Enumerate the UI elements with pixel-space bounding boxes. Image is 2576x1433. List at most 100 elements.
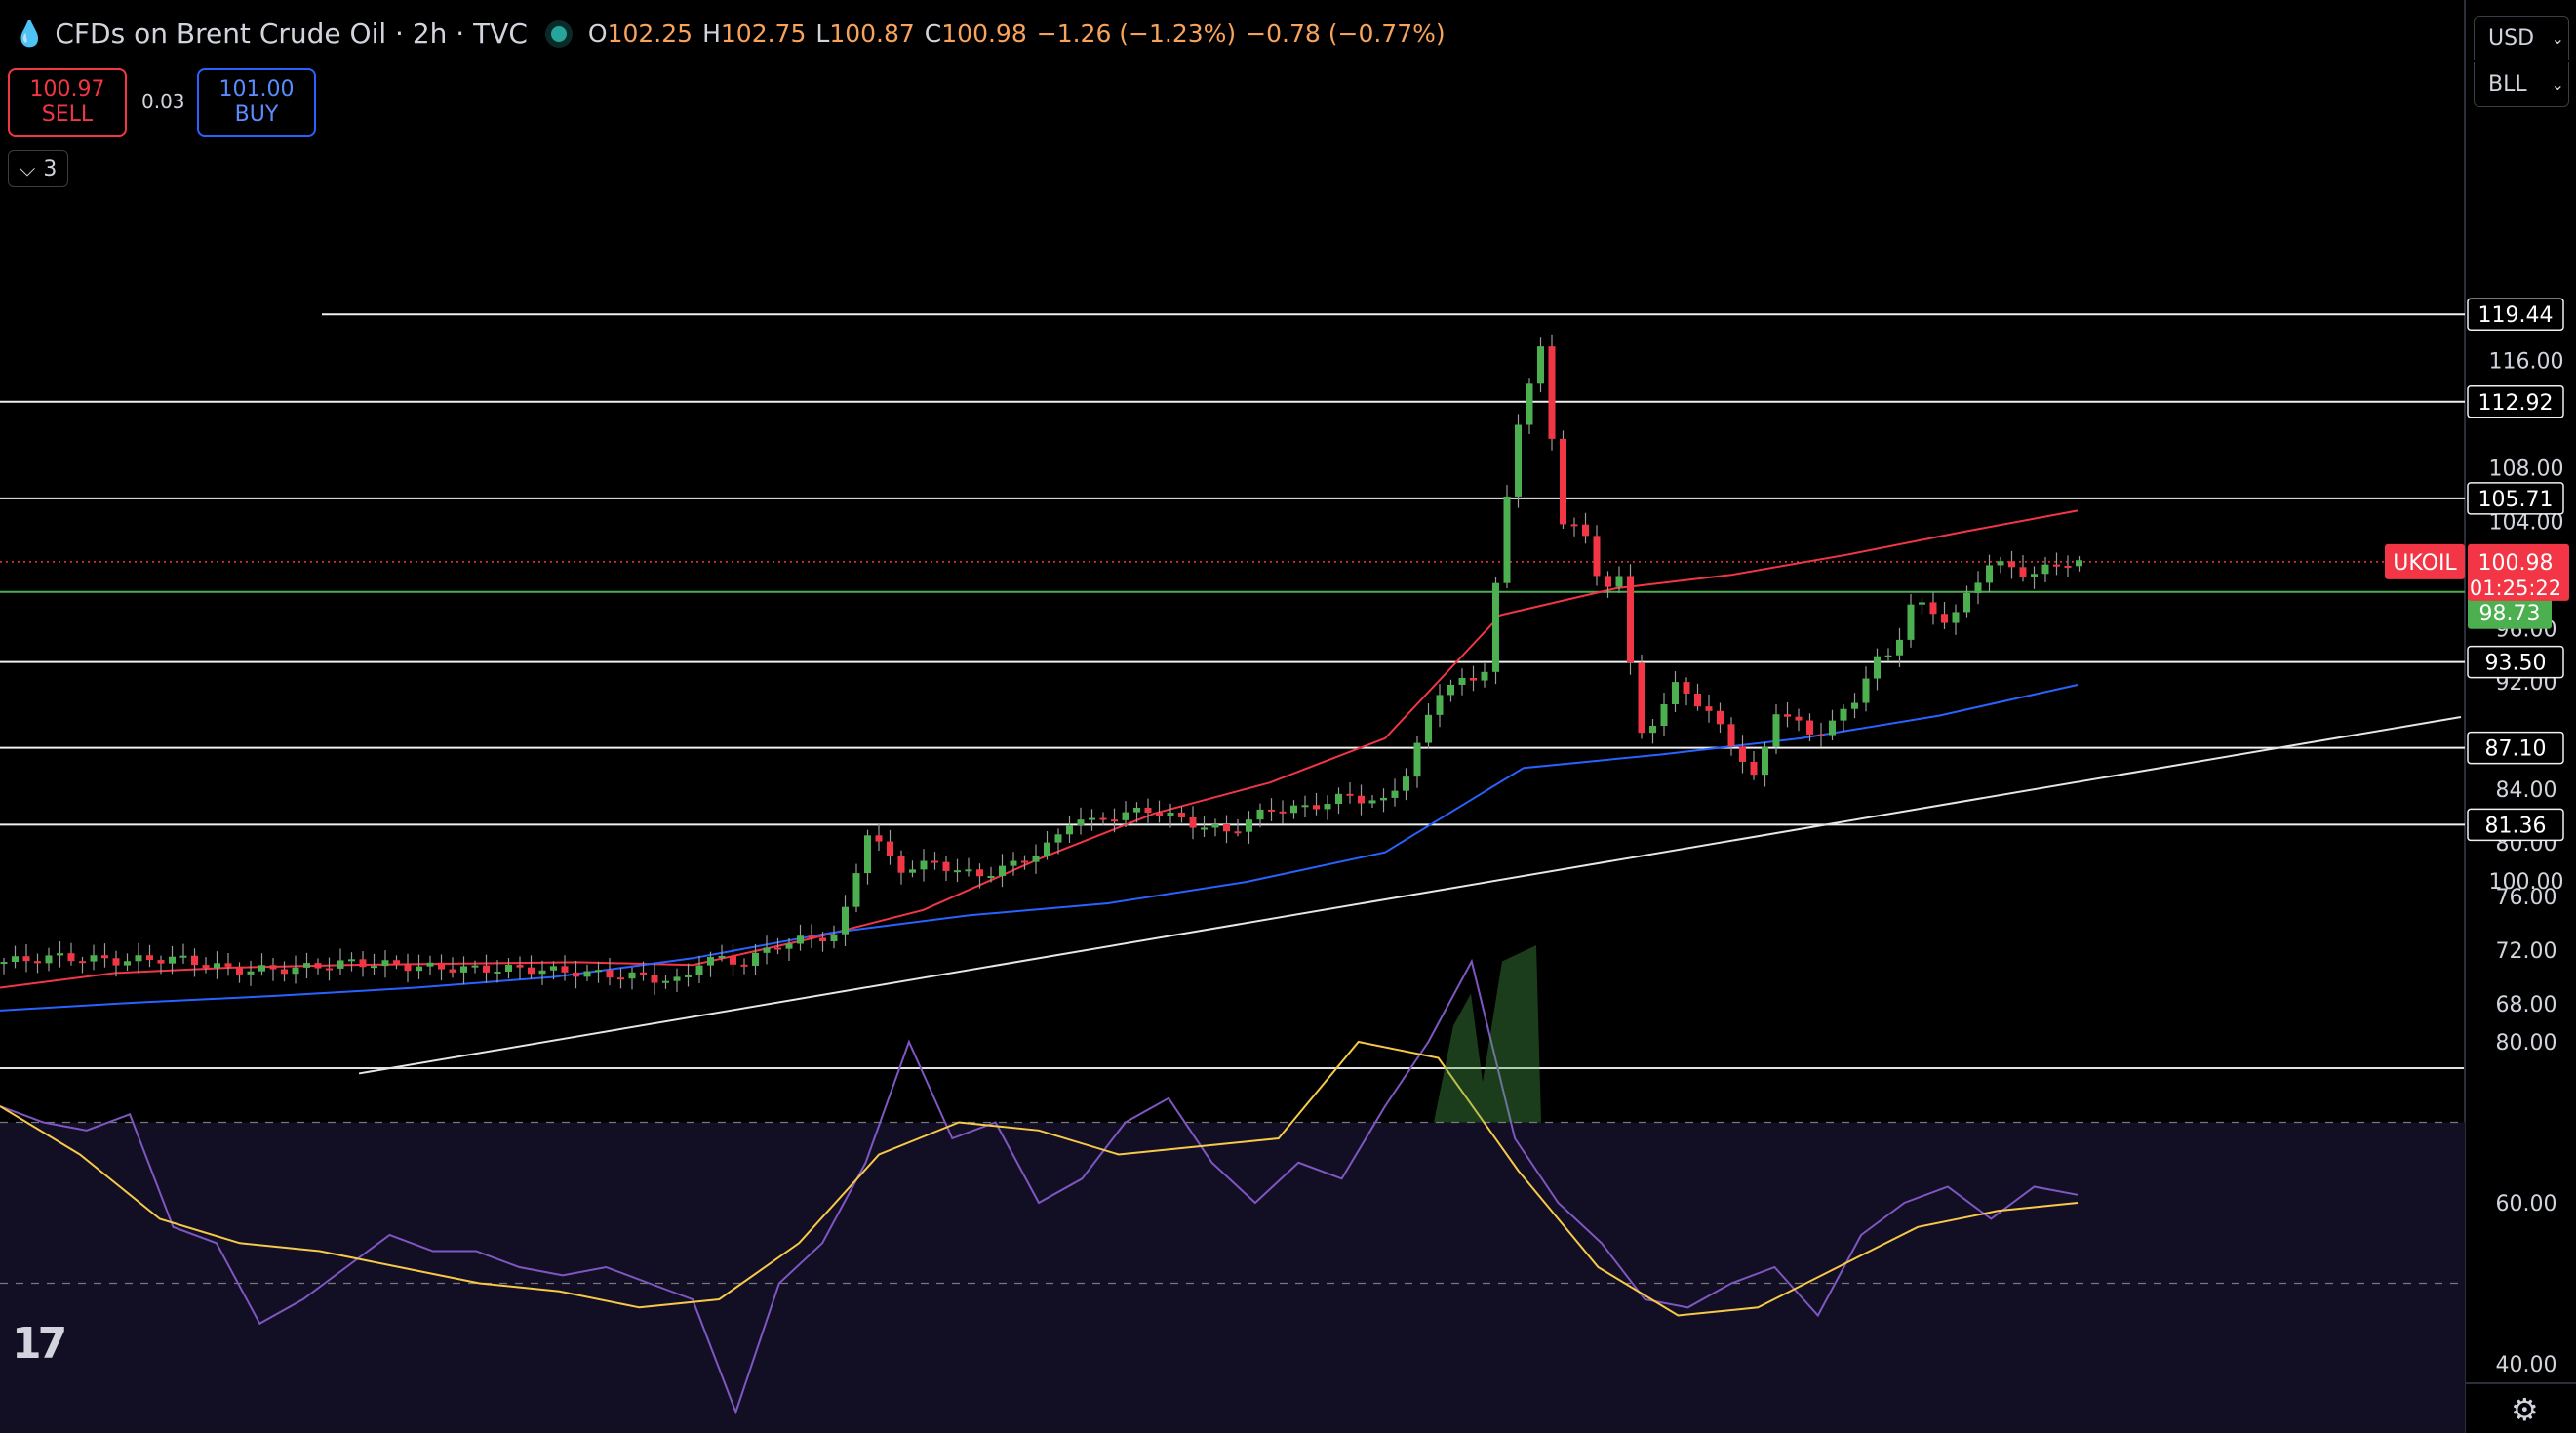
candle-up — [90, 955, 98, 962]
candle-up — [1324, 804, 1331, 810]
candle-up — [1974, 582, 1982, 593]
marked-level-label: 98.73 — [2479, 602, 2541, 626]
tradingview-logo[interactable]: 17 — [12, 1319, 67, 1369]
candle-up — [2041, 564, 2049, 575]
candle-up — [416, 966, 422, 972]
candle-up — [1010, 860, 1017, 866]
candle-up — [1447, 685, 1454, 696]
candle-up — [57, 953, 63, 956]
horizontal-level-label-3: 93.50 — [2485, 652, 2547, 676]
candle-up — [0, 962, 8, 965]
ohlc-open-key: O — [587, 20, 608, 48]
currency-select[interactable]: USD ⌄ — [2474, 16, 2569, 60]
candle-down — [1189, 816, 1197, 828]
candle-up — [538, 970, 546, 975]
candle-down — [1144, 808, 1152, 814]
candle-up — [673, 976, 681, 981]
current-price-label: 100.98 — [2478, 551, 2554, 576]
candle-up — [1167, 812, 1174, 816]
candle-down — [819, 937, 826, 942]
candle-down — [651, 975, 658, 983]
candle-down — [1593, 536, 1601, 577]
candle-down — [875, 835, 883, 842]
horizontal-level-tag-3 — [2467, 645, 2564, 679]
candle-up — [494, 971, 501, 974]
symbol-tag-label: UKOIL — [2393, 551, 2457, 576]
candle-up — [595, 970, 602, 973]
candle-up — [1997, 561, 2004, 566]
symbol-title[interactable]: CFDs on Brent Crude Oil · 2h · TVC — [55, 18, 528, 50]
candle-down — [1268, 809, 1275, 812]
price-axis-tick-0: 116.00 — [2489, 349, 2564, 374]
indicators-toggle-button[interactable]: ⌵ 3 — [8, 150, 68, 187]
candle-up — [1391, 790, 1399, 798]
candle-up — [1986, 565, 1993, 583]
candle-down — [1795, 716, 1803, 721]
candle-down — [1570, 524, 1578, 527]
candle-down — [449, 969, 456, 973]
candle-up — [1615, 576, 1623, 587]
sell-button[interactable]: 100.97 SELL — [8, 68, 127, 137]
candle-down — [1817, 734, 1825, 736]
candle-up — [505, 964, 512, 972]
candle-down — [931, 860, 938, 863]
candle-up — [381, 960, 389, 967]
candle-up — [135, 955, 142, 962]
candle-down — [2053, 564, 2060, 567]
marked-level-tag — [2468, 595, 2552, 629]
rsi-ma-line — [0, 1040, 2079, 1317]
candle-up — [797, 935, 804, 944]
candle-up — [1290, 805, 1297, 814]
candle-up — [471, 965, 479, 968]
candle-up — [830, 934, 838, 942]
candle-up — [1862, 678, 1870, 703]
buy-button[interactable]: 101.00 BUY — [197, 68, 316, 137]
candle-down — [1470, 677, 1477, 681]
candle-up — [909, 869, 916, 873]
candle-down — [236, 966, 243, 975]
trendline — [358, 715, 2462, 1075]
candle-up — [1066, 825, 1073, 835]
candle-down — [808, 935, 815, 938]
candle-down — [573, 972, 579, 977]
candle-down — [1605, 576, 1611, 587]
candle-up — [842, 906, 849, 935]
candle-up — [179, 955, 187, 958]
candle-up — [45, 955, 53, 964]
candle-down — [393, 960, 400, 965]
candle-up — [1077, 819, 1085, 826]
rsi-axis-tick-2: 60.00 — [2496, 1192, 2557, 1216]
candle-down — [67, 953, 75, 962]
candle-up — [752, 952, 759, 966]
candle-down — [202, 965, 210, 969]
candle-up — [1919, 602, 1925, 605]
candle-up — [695, 965, 703, 975]
candle-down — [22, 956, 30, 962]
candle-up — [1649, 726, 1656, 734]
candle-down — [1582, 524, 1589, 537]
candle-down — [281, 969, 288, 975]
sell-price: 100.97 — [29, 77, 105, 101]
candle-down — [1806, 720, 1813, 735]
price-axis-tick-8: 72.00 — [2496, 939, 2557, 964]
candle-up — [1492, 582, 1499, 672]
horizontal-level-tag-0 — [2467, 298, 2564, 331]
candle-up — [1772, 714, 1780, 747]
candle-down — [1548, 346, 1556, 439]
candle-up — [1368, 800, 1376, 804]
unit-select[interactable]: BLL ⌄ — [2474, 62, 2569, 107]
horizontal-level-tag-2 — [2467, 482, 2564, 515]
sell-label: SELL — [41, 102, 94, 127]
candle-up — [1403, 776, 1409, 791]
candle-up — [247, 971, 255, 975]
candle-up — [337, 960, 344, 969]
candle-down — [359, 959, 367, 968]
candle-down — [942, 861, 950, 871]
market-status-icon — [550, 25, 567, 42]
current-price-tag — [2468, 543, 2569, 601]
candle-down — [1683, 682, 1690, 694]
gear-icon[interactable]: ⚙ — [2511, 1391, 2539, 1428]
candle-up — [583, 971, 591, 977]
candle-up — [662, 980, 669, 983]
